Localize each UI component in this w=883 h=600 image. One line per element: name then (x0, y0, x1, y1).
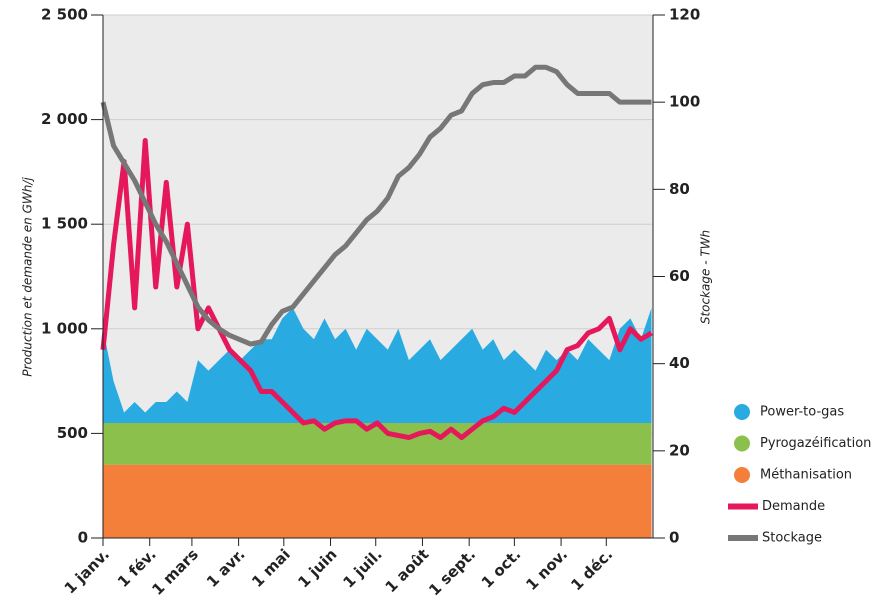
x-tick-label: 1 juil. (339, 545, 385, 591)
y2-tick-label: 120 (669, 6, 700, 24)
y-tick-label: 0 (78, 529, 88, 547)
area (103, 307, 652, 423)
x-tick-label: 1 avr. (203, 545, 249, 591)
y-tick-label: 500 (57, 424, 88, 442)
x-tick-label: 1 sept. (425, 545, 479, 599)
y-tick-label: 1 000 (41, 319, 88, 337)
legend-label: Demande (762, 499, 825, 514)
area (103, 422, 652, 465)
legend-label: Pyrogazéification (760, 436, 871, 451)
x-tick-label: 1 août (382, 545, 433, 596)
x-tick-label: 1 mars (148, 545, 202, 599)
legend-swatch (734, 435, 750, 452)
x-tick-label: 1 janv. (61, 545, 113, 597)
legend-swatch (734, 467, 750, 483)
x-tick-label: 1 déc. (567, 545, 616, 594)
y2-tick-label: 40 (669, 354, 690, 372)
x-tick-label: 1 nov. (522, 545, 571, 594)
x-tick-label: 1 mai (248, 545, 294, 591)
legend-label: Stockage (762, 531, 822, 546)
y2-tick-label: 0 (669, 529, 679, 547)
y2-tick-label: 20 (669, 441, 690, 459)
y2-axis-label: Stockage - TWh (699, 230, 713, 324)
y-tick-label: 1 500 (41, 215, 88, 233)
x-tick-label: 1 oct. (478, 545, 524, 591)
y2-tick-label: 80 (669, 180, 690, 198)
y2-tick-label: 60 (669, 267, 690, 285)
legend-swatch (734, 404, 750, 420)
y-tick-label: 2 000 (41, 110, 88, 128)
area (103, 464, 652, 538)
x-tick-label: 1 juin (294, 545, 340, 591)
y-axis-label: Production et demande en GWh/j (21, 177, 35, 377)
legend-label: Power-to-gas (760, 405, 844, 420)
y-tick-label: 2 500 (41, 6, 88, 24)
line (100, 64, 652, 347)
line (100, 138, 653, 441)
y2-tick-label: 100 (669, 93, 700, 111)
legend-label: Méthanisation (760, 468, 852, 483)
